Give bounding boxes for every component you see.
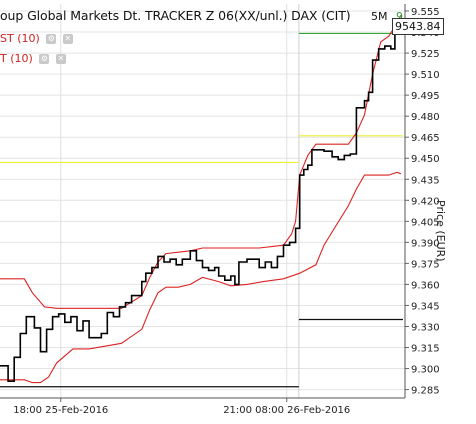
series-line-price bbox=[0, 25, 400, 382]
timeframe-label[interactable]: 5M bbox=[371, 10, 388, 23]
y-tick-label: 9.525 bbox=[411, 49, 440, 60]
indicator-row-1: ST (10) ⚙ ✕ bbox=[0, 32, 73, 45]
indicator-row-2: T (10) ⚙ ✕ bbox=[0, 52, 66, 65]
bands-layer bbox=[0, 14, 402, 384]
x-tick-label: 21:00 08:00 26-Feb-2016 bbox=[223, 405, 350, 416]
close-x-icon[interactable]: ✕ bbox=[62, 34, 73, 44]
close-x-icon[interactable]: ✕ bbox=[55, 54, 66, 64]
y-tick-label: 9.480 bbox=[411, 112, 440, 123]
reference-lines-layer bbox=[0, 32, 403, 388]
x-tick-label: 18:00 25-Feb-2016 bbox=[13, 405, 108, 416]
y-tick-label: 9.330 bbox=[411, 322, 440, 333]
indicator-label-2: T (10) bbox=[0, 52, 33, 65]
y-tick-label: 9.405 bbox=[411, 217, 440, 228]
series-line-lower-band bbox=[0, 171, 402, 384]
series-line-upper-band bbox=[0, 14, 402, 309]
y-tick-label: 9.555 bbox=[411, 7, 440, 18]
y-tick-label: 9.285 bbox=[411, 386, 440, 397]
last-price-label: 9543.84 bbox=[392, 18, 444, 35]
y-tick-label: 9.390 bbox=[411, 238, 440, 249]
y-tick-label: 9.510 bbox=[411, 70, 440, 81]
timeframe-indicator: 9 bbox=[396, 10, 403, 23]
y-tick-label: 9.300 bbox=[411, 365, 440, 376]
y-tick-label: 9.315 bbox=[411, 344, 440, 355]
y-tick-label: 9.495 bbox=[411, 91, 440, 102]
settings-gear-icon[interactable]: ⚙ bbox=[39, 54, 50, 64]
y-axis-title: Price (EUR) bbox=[434, 200, 447, 262]
indicator-label-1: ST (10) bbox=[0, 32, 40, 45]
y-tick-label: 9.420 bbox=[411, 196, 440, 207]
y-tick-label: 9.345 bbox=[411, 301, 440, 312]
y-tick-label: 9.360 bbox=[411, 280, 440, 291]
y-tick-label: 9.450 bbox=[411, 154, 440, 165]
y-tick-label: 9.465 bbox=[411, 133, 440, 144]
settings-gear-icon[interactable]: ⚙ bbox=[46, 34, 57, 44]
y-tick-label: 9.375 bbox=[411, 259, 440, 270]
price-layer bbox=[0, 23, 401, 382]
y-tick-label: 9.435 bbox=[411, 175, 440, 186]
chart-title: oup Global Markets Dt. TRACKER Z 06(XX/u… bbox=[0, 8, 351, 23]
